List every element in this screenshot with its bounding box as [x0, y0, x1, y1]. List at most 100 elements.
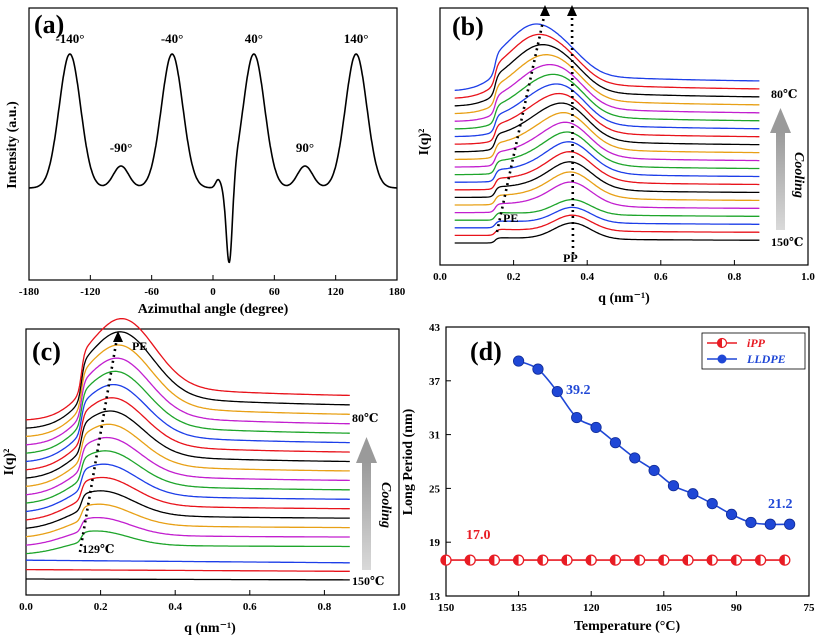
- panel-a-xtick-label: 180: [389, 286, 406, 298]
- panel-c-top-temp: 80℃: [352, 411, 378, 425]
- panel-c-saxs-curve: [25, 357, 350, 446]
- panel-c: (c) 0.0 0.2 0.4 0.6 0.8 1.0 q (nm⁻¹) I(q)² PE…: [2, 318, 406, 636]
- panel-d-ipp-point: [633, 554, 646, 566]
- legend-lldpe-label: LLDPE: [746, 352, 786, 366]
- panel-d-lldpe-point: [629, 452, 641, 464]
- panel-c-saxs-curve: [26, 578, 350, 581]
- panel-d-lldpe-point: [571, 411, 583, 424]
- panel-b-cooling-arrowhead: [770, 108, 791, 133]
- panel-a-xtick-label: 120: [327, 286, 344, 298]
- panel-d-lldpe-point: [687, 488, 699, 500]
- panel-b-ylabel: I(q)²: [417, 129, 432, 156]
- panel-c-xtick-label: 0.4: [168, 601, 182, 613]
- panel-c-xtick-label: 0.2: [94, 601, 108, 613]
- panel-d-xlabel: Temperature (°C): [574, 619, 681, 634]
- panel-c-saxs-curve: [25, 397, 350, 471]
- panel-b-saxs-curve: [454, 214, 760, 237]
- panel-c-saxs-curve: [25, 503, 350, 538]
- panel-d-value-label-start: 39.2: [566, 383, 591, 398]
- panel-b-saxs-curve: [454, 151, 760, 191]
- panel-b-saxs-curve: [454, 161, 760, 199]
- panel-d-ipp-point: [537, 554, 549, 566]
- panel-d-ipp-point: [464, 554, 476, 566]
- panel-a-xtick-label: -60: [144, 286, 159, 298]
- panel-d-xtick-label: 90: [731, 602, 743, 614]
- panel-d-value-label-end: 21.2: [768, 497, 793, 512]
- panel-a-peak-label: -90°: [110, 140, 133, 155]
- panel-d-xtick-label: 150: [438, 602, 455, 614]
- panel-b-saxs-curve: [454, 198, 760, 221]
- panel-a-xlabel: Azimuthal angle (degree): [138, 302, 289, 317]
- panel-c-saxs-curve: [25, 318, 350, 421]
- panel-d-ytick-label: 25: [429, 483, 441, 495]
- panel-b-label: (b): [452, 12, 484, 41]
- panel-b-frame: [439, 7, 809, 266]
- panel-c-frame: [25, 328, 400, 596]
- panel-b-xtick-label: 0.0: [433, 271, 447, 283]
- panel-c-cooling-arrowhead: [356, 437, 377, 463]
- panel-d-ytick-label: 19: [429, 537, 441, 549]
- panel-b-xtick-label: 0.6: [654, 271, 668, 283]
- panel-b-saxs-curve: [454, 54, 760, 115]
- panel-b-pe-arrowhead: [540, 5, 550, 16]
- panel-d-lldpe-point: [667, 480, 680, 492]
- panel-c-saxs-curve: [25, 436, 350, 496]
- panel-c-saxs-curve: [25, 423, 350, 488]
- panel-b-cooling-arrow-shaft: [776, 132, 785, 230]
- panel-b-pe-label: PE: [503, 211, 518, 225]
- panel-d-lldpe-point: [512, 355, 525, 367]
- panel-d: (d) 150 135 120 105 90 75 13 19 25 31 37 43 Temper…: [401, 322, 815, 634]
- panel-a-xtick-label: 0: [210, 286, 216, 298]
- panel-d-ipp-point: [682, 554, 694, 566]
- panel-d-ipp-point: [585, 554, 597, 566]
- legend-lldpe-marker: [717, 354, 727, 364]
- panel-d-label: (d): [470, 337, 502, 366]
- panel-b-saxs-curve: [454, 141, 760, 183]
- panel-c-saxs-curve: [25, 370, 350, 454]
- panel-c-saxs-curve: [25, 410, 350, 479]
- panel-d-ipp-point: [609, 554, 622, 566]
- panel-a-peak-label: -40°: [161, 31, 184, 46]
- panel-c-pe-arrowhead: [113, 331, 123, 342]
- panel-c-onset-label: 129℃: [82, 542, 114, 556]
- panel-a-series-line: [29, 53, 397, 264]
- panel-a-peak-label: -140°: [55, 31, 84, 46]
- panel-d-lldpe-point: [745, 516, 757, 529]
- panel-b-saxs-curve: [454, 131, 760, 176]
- panel-d-ipp-point: [754, 554, 767, 566]
- panel-c-ylabel: I(q)²: [2, 449, 17, 476]
- panel-c-pe-trend-line: [78, 337, 119, 553]
- panel-b-saxs-curve: [454, 63, 760, 122]
- panel-d-series-line-lldpe: [518, 360, 790, 526]
- panel-b-saxs-curve: [454, 206, 760, 229]
- panel-b-pp-arrowhead: [567, 5, 577, 16]
- panel-b: (b) 0.0 0.2 0.4 0.6 0.8 1.0 q (nm⁻¹) I(q)² PE…: [417, 5, 815, 306]
- panel-c-saxs-curve: [25, 383, 350, 463]
- panel-d-xtick-label: 135: [510, 602, 527, 614]
- panel-d-ylabel: Long Period (nm): [401, 408, 416, 515]
- panel-c-saxs-curve: [25, 463, 350, 513]
- panel-d-xtick-label: 105: [656, 602, 673, 614]
- panel-b-xlabel: q (nm⁻¹): [598, 291, 650, 306]
- panel-d-lldpe-point: [551, 385, 563, 398]
- panel-d-lldpe-point: [784, 518, 796, 530]
- panel-c-saxs-curve: [25, 450, 350, 504]
- panel-b-saxs-curve: [454, 222, 760, 244]
- panel-c-saxs-curve: [25, 530, 350, 555]
- panel-d-ipp-point: [512, 554, 525, 566]
- panel-d-value-label-ipp: 17.0: [466, 528, 491, 543]
- panel-d-ipp-point: [561, 554, 573, 566]
- panel-b-saxs-curve: [454, 33, 760, 99]
- panel-b-cooling-label: Cooling: [791, 152, 806, 198]
- panel-d-lldpe-point: [725, 508, 738, 521]
- panel-d-ipp-point: [440, 554, 452, 566]
- panel-d-frame: [445, 326, 810, 597]
- panel-c-cooling-label: Cooling: [378, 482, 393, 528]
- legend-ipp-marker: [716, 337, 728, 349]
- panel-b-xtick-label: 0.4: [580, 271, 594, 283]
- panel-b-saxs-curve: [454, 92, 760, 145]
- panel-d-ytick-label: 31: [429, 430, 440, 442]
- panel-c-saxs-curve: [25, 344, 350, 438]
- panel-c-saxs-curve: [25, 476, 350, 521]
- panel-a-xtick-label: -180: [19, 286, 40, 298]
